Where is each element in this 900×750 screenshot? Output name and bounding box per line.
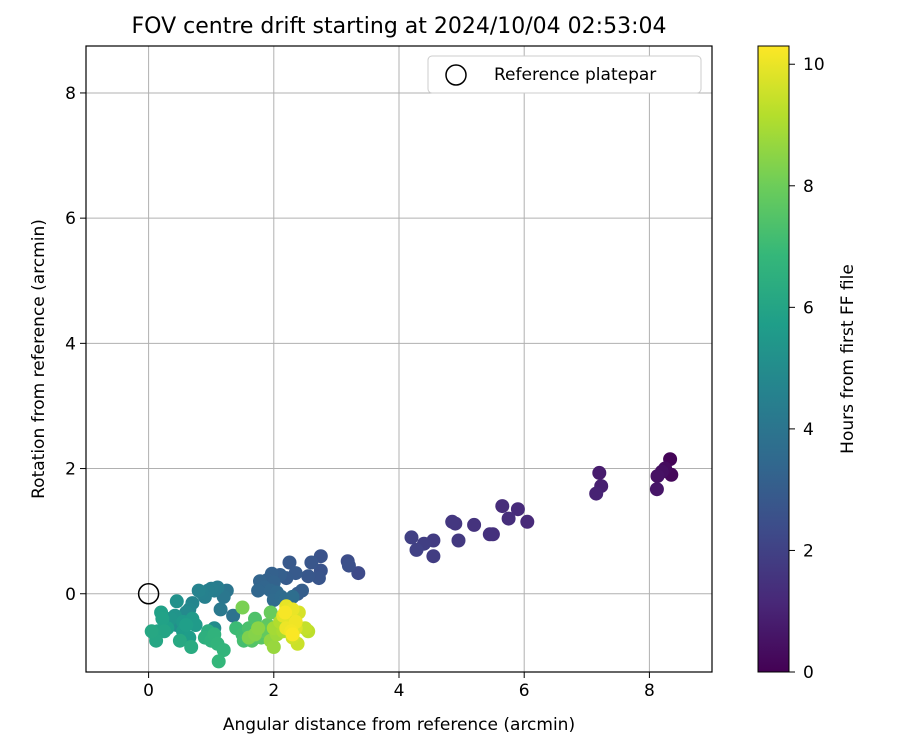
- data-point: [216, 643, 231, 658]
- data-point: [520, 514, 535, 529]
- data-point: [451, 533, 466, 548]
- chart-title: FOV centre drift starting at 2024/10/04 …: [132, 14, 667, 39]
- data-point: [213, 602, 228, 617]
- data-point: [251, 621, 266, 636]
- colorbar-tick-label: 4: [803, 420, 814, 440]
- data-point: [649, 482, 664, 497]
- data-point: [495, 499, 510, 514]
- data-point: [409, 542, 424, 557]
- y-tick-label: 4: [65, 334, 76, 354]
- x-tick-label: 2: [268, 681, 279, 701]
- x-tick-label: 0: [143, 681, 154, 701]
- data-point: [482, 527, 497, 542]
- data-point: [404, 530, 419, 545]
- data-point: [251, 583, 266, 598]
- data-points: [144, 452, 679, 669]
- colorbar-tick-label: 6: [803, 298, 814, 318]
- y-tick-label: 8: [65, 84, 76, 104]
- data-point: [341, 558, 356, 573]
- y-tick-label: 0: [65, 585, 76, 605]
- data-point: [501, 511, 516, 526]
- colorbar-ticks: 0 2 4 6 8 10: [789, 55, 825, 683]
- y-tick-label: 2: [65, 460, 76, 480]
- x-axis-label: Angular distance from reference (arcmin): [223, 715, 575, 735]
- data-point: [445, 514, 460, 529]
- data-point: [266, 640, 281, 654]
- data-point: [179, 618, 194, 632]
- data-point: [144, 624, 159, 639]
- colorbar-frame: [757, 45, 790, 673]
- data-point: [304, 555, 319, 570]
- data-point: [510, 502, 525, 517]
- data-point: [592, 465, 607, 480]
- data-point: [351, 566, 366, 581]
- legend: Reference platepar: [427, 55, 702, 94]
- data-point: [650, 469, 665, 484]
- legend-marker-icon: [445, 64, 467, 86]
- data-point: [467, 517, 482, 532]
- data-point: [282, 555, 297, 570]
- x-tick-label: 8: [644, 681, 655, 701]
- data-point: [278, 605, 293, 620]
- reference-marker-layer: [137, 583, 160, 605]
- data-point: [172, 633, 187, 648]
- colorbar: 0 2 4 6 8 10 Hours from first FF file: [757, 45, 858, 683]
- x-axis-ticks: 0 2 4 6 8: [143, 672, 655, 701]
- y-tick-label: 6: [65, 209, 76, 229]
- data-point: [311, 571, 326, 586]
- data-point: [589, 486, 604, 501]
- data-point: [155, 611, 170, 626]
- data-point: [263, 605, 278, 620]
- colorbar-tick-label: 10: [803, 55, 825, 75]
- grid: [86, 46, 712, 672]
- data-point: [191, 583, 206, 598]
- data-point: [169, 594, 184, 609]
- data-point: [301, 569, 316, 584]
- data-point: [426, 549, 441, 564]
- colorbar-tick-label: 8: [803, 177, 814, 197]
- data-point: [235, 600, 250, 615]
- data-point: [184, 640, 199, 654]
- x-tick-label: 6: [519, 681, 530, 701]
- colorbar-tick-label: 2: [803, 541, 814, 561]
- colorbar-gradient: [758, 46, 789, 672]
- data-point: [285, 627, 300, 642]
- colorbar-label: Hours from first FF file: [838, 264, 858, 454]
- y-axis-label: Rotation from reference (arcmin): [29, 219, 49, 499]
- data-point: [211, 654, 226, 669]
- x-tick-label: 4: [394, 681, 405, 701]
- legend-entry: Reference platepar: [494, 65, 656, 85]
- data-point: [226, 608, 241, 623]
- legend-box: [427, 55, 702, 94]
- colorbar-tick-label: 0: [803, 663, 814, 683]
- y-axis-ticks: 0 2 4 6 8: [65, 84, 86, 605]
- reference-platepar-marker: [137, 583, 160, 605]
